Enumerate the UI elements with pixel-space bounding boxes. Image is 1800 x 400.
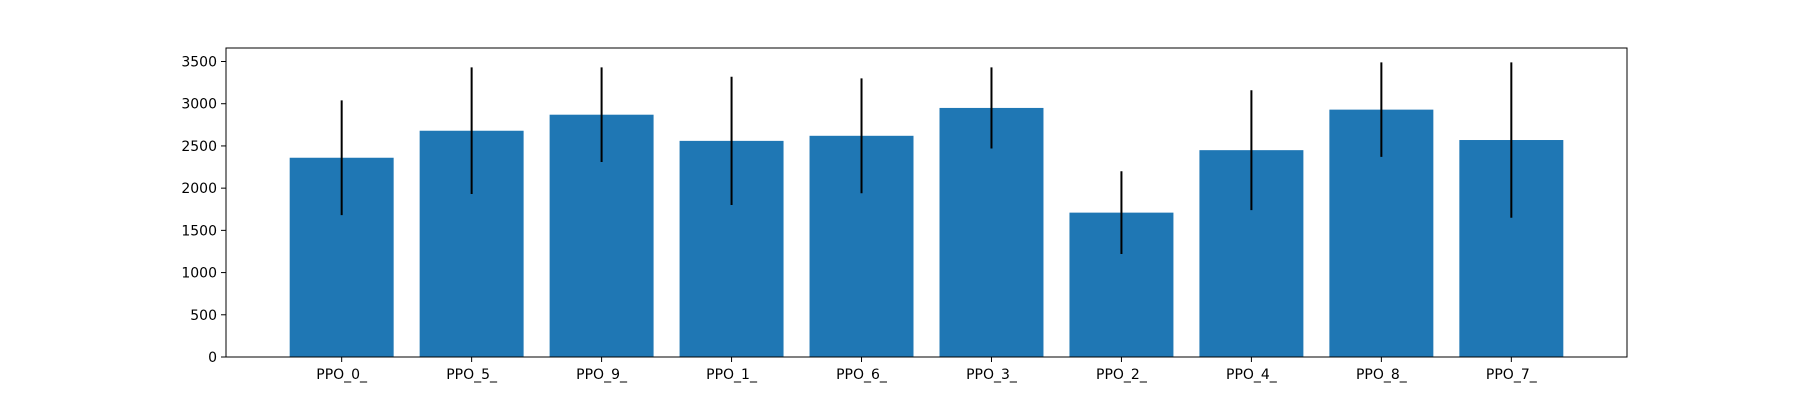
- bars-layer: [289, 107, 1564, 357]
- x-tick-label: PPO_2_: [1096, 367, 1148, 383]
- x-tick-label: PPO_0_: [316, 367, 368, 383]
- x-tick-label: PPO_5_: [446, 367, 498, 383]
- y-tick-label: 1000: [181, 266, 217, 282]
- y-tick-label: 2500: [181, 139, 217, 155]
- error-bars-layer: [340, 62, 1513, 254]
- y-tick-label: 3500: [181, 55, 217, 71]
- x-tick-label: PPO_7_: [1486, 367, 1538, 383]
- x-tick-label: PPO_6_: [836, 367, 888, 383]
- y-tick-label: 2000: [181, 181, 217, 197]
- x-tick-label: PPO_1_: [706, 367, 758, 383]
- x-tick-label: PPO_9_: [576, 367, 628, 383]
- y-tick-label: 500: [190, 308, 217, 324]
- axes-layer: 0 500 1000 1500 2000 2500 3000 3500 PPO_0_ PPO_5_…: [181, 47, 1628, 383]
- plot-frame: [225, 47, 1628, 358]
- y-tick-label: 0: [208, 350, 217, 366]
- y-tick-label: 1500: [181, 223, 217, 239]
- x-tick-label: PPO_3_: [966, 367, 1018, 383]
- x-tick-label: PPO_8_: [1356, 367, 1408, 383]
- x-tick-label: PPO_4_: [1226, 367, 1278, 383]
- y-tick-label: 3000: [181, 97, 217, 113]
- bar-PPO_3_: [939, 107, 1044, 357]
